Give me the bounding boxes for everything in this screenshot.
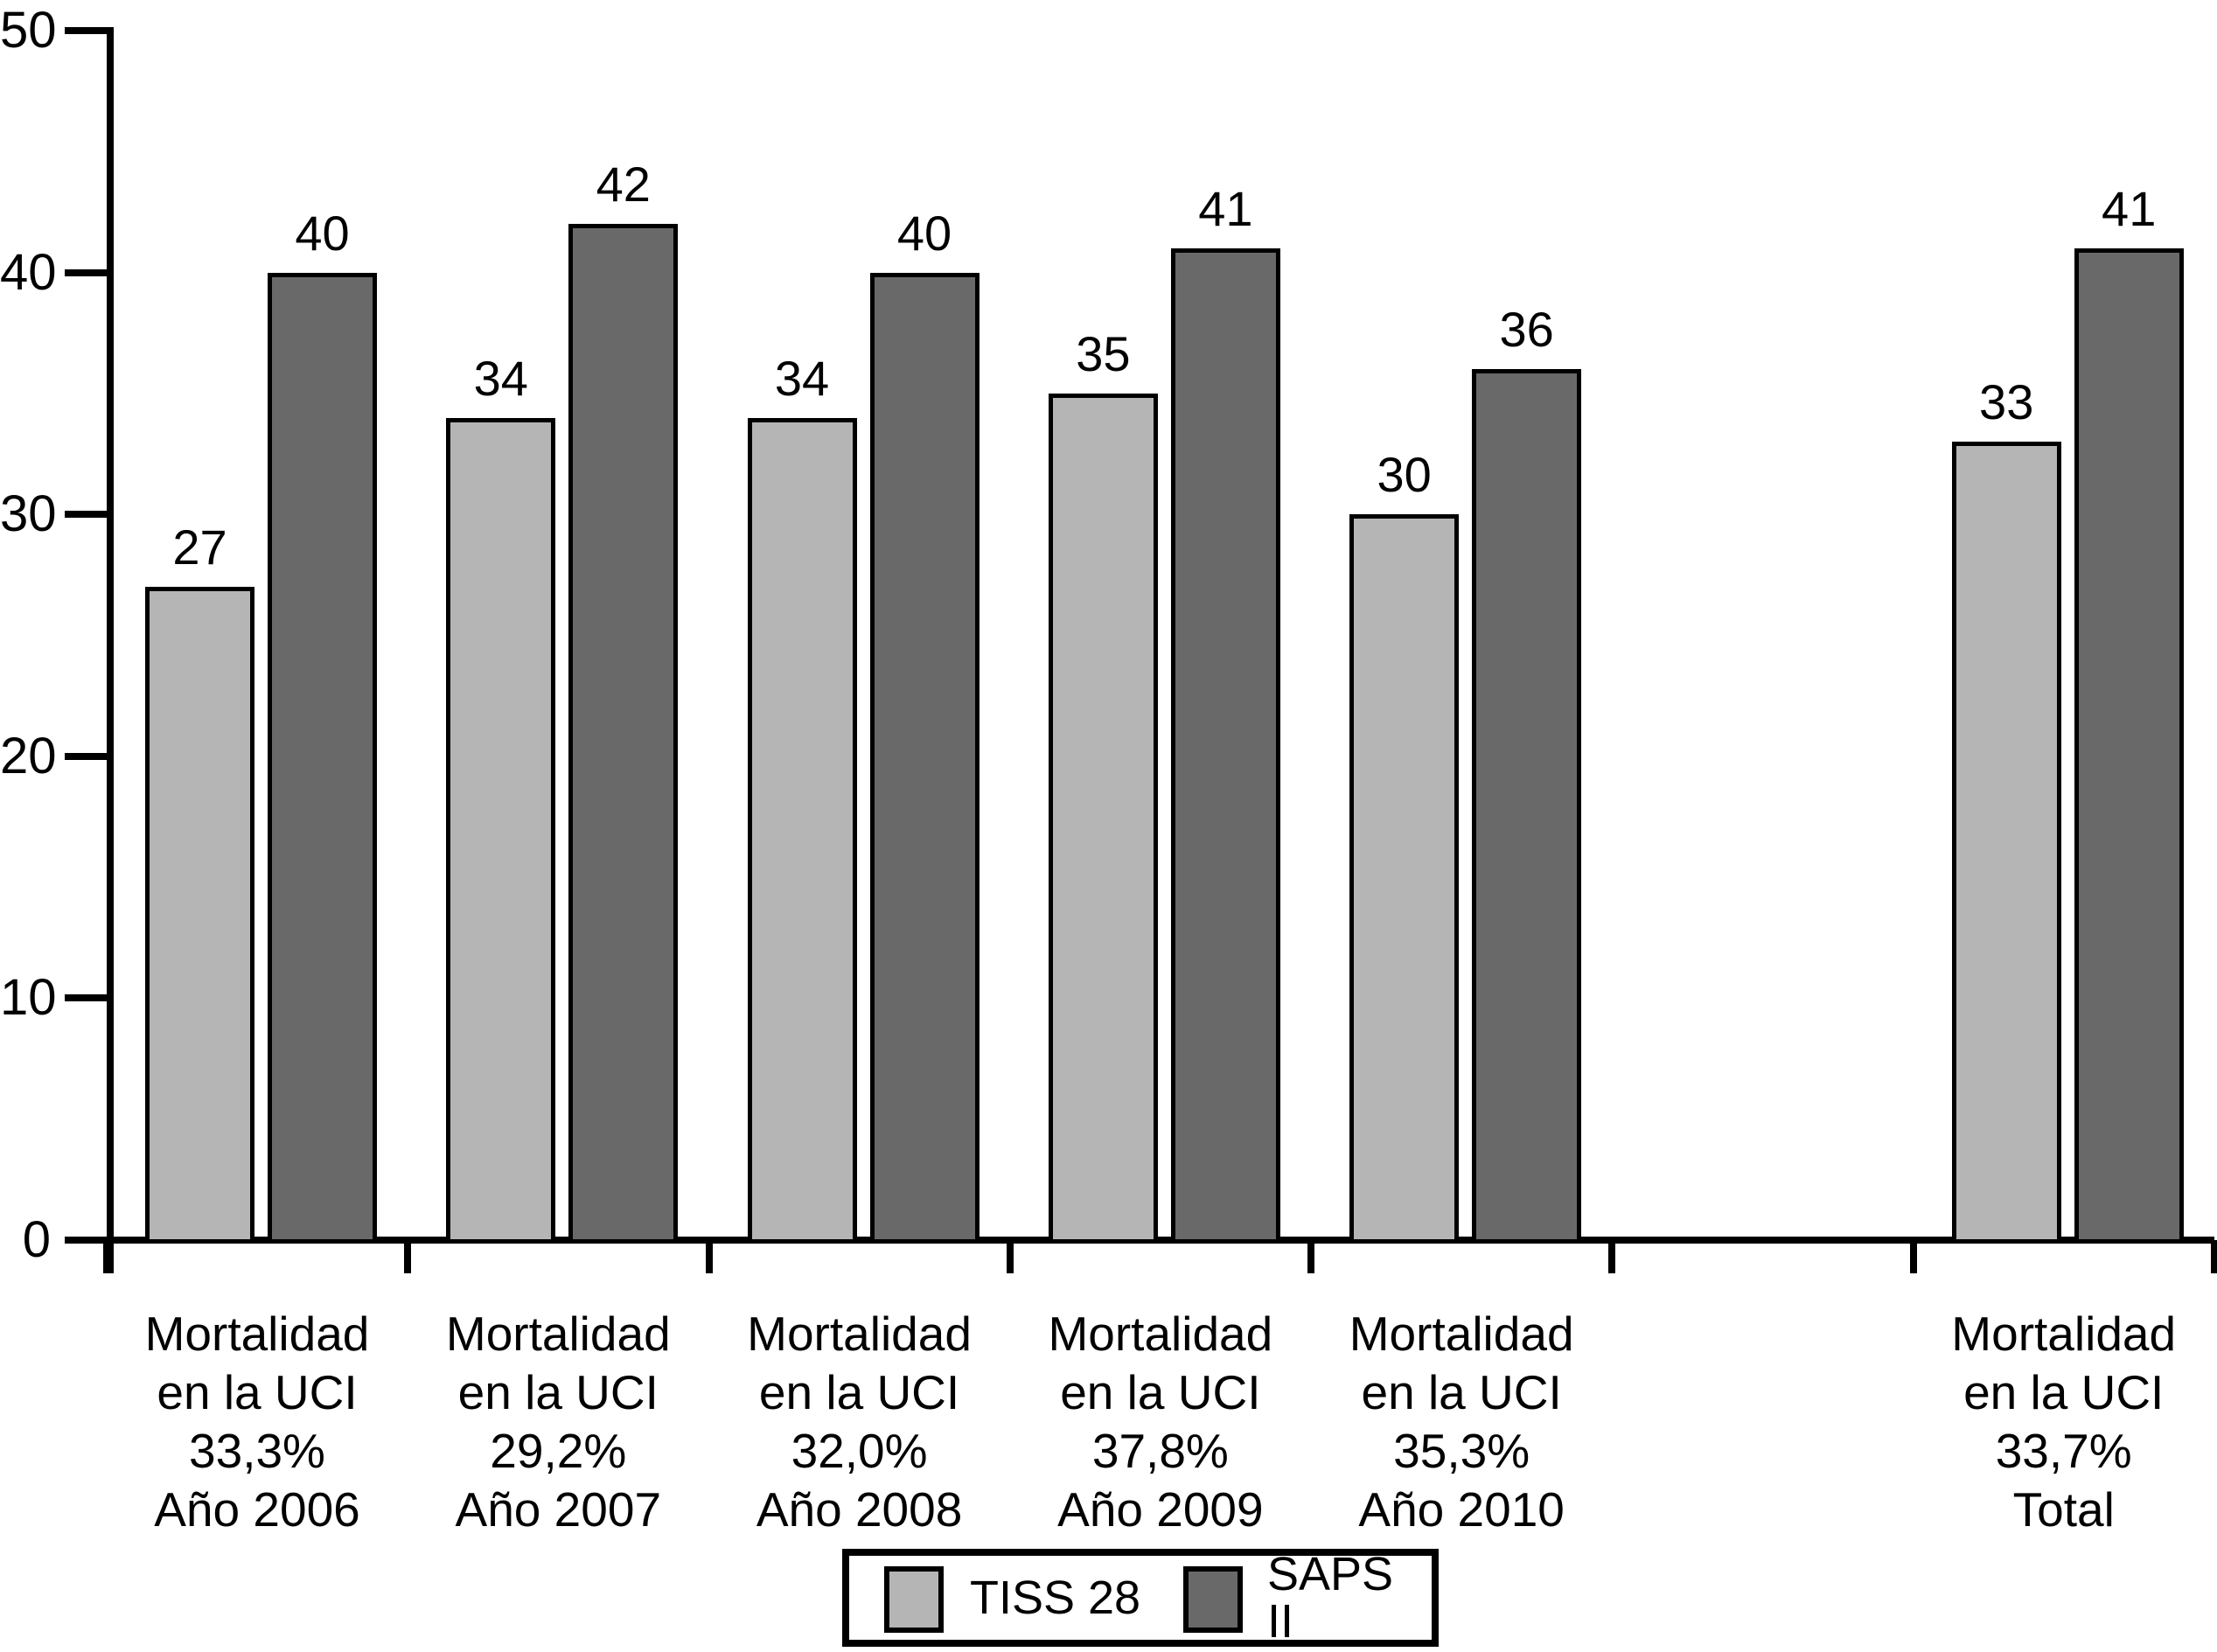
bar-value-label: 42	[596, 157, 651, 213]
x-axis-category-line: en la UCI	[758, 1365, 960, 1419]
bar-value-label: 40	[896, 205, 952, 261]
x-axis-category-line: Mortalidad	[1349, 1307, 1574, 1361]
bar-value-label: 27	[172, 519, 227, 575]
x-axis-category-line: Total	[2012, 1482, 2115, 1537]
y-axis-tick	[65, 27, 107, 34]
bar-value-label: 34	[774, 350, 830, 406]
x-axis-category-line: Mortalidad	[1048, 1307, 1273, 1361]
y-axis-tick	[65, 752, 107, 760]
x-axis-line	[107, 1237, 2214, 1244]
legend-swatch-tiss-28	[884, 1566, 944, 1633]
x-axis-category-line: 37,8%	[1091, 1424, 1229, 1478]
y-axis-tick	[65, 268, 107, 276]
y-axis-tick-label: 0	[22, 1211, 51, 1268]
bar-tiss-28	[1048, 393, 1158, 1244]
y-axis-tick	[65, 511, 107, 519]
x-axis-category-line: 35,3%	[1393, 1424, 1530, 1478]
x-axis-category-line: en la UCI	[1963, 1365, 2165, 1419]
bar-tiss-28	[747, 417, 857, 1244]
x-axis-category-line: 33,7%	[1995, 1424, 2132, 1478]
x-axis-tick	[1909, 1240, 1917, 1273]
x-axis-category-line: Año 2007	[455, 1482, 662, 1537]
x-axis-category-line: 32,0%	[791, 1424, 928, 1478]
x-axis-tick	[1608, 1240, 1616, 1273]
legend-label: SAPS II	[1267, 1548, 1394, 1648]
bar-tiss-28	[145, 587, 254, 1244]
x-axis-category-line: 29,2%	[490, 1424, 627, 1478]
x-axis-tick	[1307, 1240, 1315, 1273]
x-axis-tick	[103, 1240, 110, 1273]
x-axis-category-line: 33,3%	[189, 1424, 325, 1478]
x-axis-category-line: Mortalidad	[445, 1307, 671, 1361]
bar-value-label: 41	[2102, 180, 2157, 236]
bar-saps-ii	[869, 272, 980, 1244]
y-axis-tick-label: 10	[0, 969, 57, 1027]
x-axis-category-line: en la UCI	[1060, 1365, 1261, 1419]
bar-value-label: 35	[1076, 325, 1131, 381]
bar-value-label: 41	[1198, 180, 1253, 236]
x-axis-category-line: Año 2010	[1358, 1482, 1565, 1537]
legend-label: TISS 28	[970, 1572, 1141, 1624]
bar-value-label: 36	[1499, 302, 1554, 358]
x-axis-category-line: en la UCI	[1361, 1365, 1562, 1419]
x-axis-category-label: Mortalidad en la UCI 29,2% Año 2007	[408, 1305, 708, 1539]
x-axis-category-line: en la UCI	[457, 1365, 659, 1419]
legend-swatch-saps-ii	[1183, 1566, 1243, 1633]
legend: TISS 28 SAPS II	[842, 1549, 1439, 1647]
x-axis-tick	[705, 1240, 713, 1273]
x-axis-tick	[1006, 1240, 1014, 1273]
x-axis-category-line: Mortalidad	[1951, 1307, 2177, 1361]
x-axis-category-line: en la UCI	[157, 1365, 358, 1419]
y-axis-tick-label: 50	[0, 2, 57, 59]
bar-value-label: 30	[1377, 447, 1432, 503]
y-axis-tick-label: 40	[0, 243, 57, 301]
x-axis-category-label: Mortalidad en la UCI 37,8% Año 2009	[1010, 1305, 1311, 1539]
x-axis-tick	[2211, 1240, 2217, 1273]
bar-saps-ii	[1170, 247, 1280, 1244]
bar-tiss-28	[1349, 514, 1460, 1244]
x-axis-category-label: Mortalidad en la UCI 33,7% Total	[1914, 1305, 2214, 1539]
bar-saps-ii	[1472, 369, 1582, 1244]
x-axis-category-label: Mortalidad en la UCI 35,3% Año 2010	[1311, 1305, 1612, 1539]
bar-saps-ii	[568, 224, 679, 1244]
x-axis-category-line: Año 2009	[1057, 1482, 1264, 1537]
x-axis-category-line: Año 2008	[756, 1482, 963, 1537]
x-axis-category-line: Mortalidad	[144, 1307, 370, 1361]
bar-value-label: 33	[1979, 374, 2034, 430]
y-axis-tick-label: 20	[0, 727, 57, 784]
y-axis-tick-label: 30	[0, 485, 57, 543]
y-axis-line	[107, 27, 114, 1273]
bar-tiss-28	[446, 417, 556, 1244]
x-axis-tick	[404, 1240, 412, 1273]
x-axis-category-label: Mortalidad en la UCI 32,0% Año 2008	[709, 1305, 1010, 1539]
x-axis-category-line: Mortalidad	[747, 1307, 972, 1361]
bar-value-label: 34	[473, 350, 528, 406]
bar-saps-ii	[268, 272, 377, 1244]
bar-saps-ii	[2074, 247, 2184, 1244]
bar-tiss-28	[1951, 442, 2061, 1244]
y-axis-tick	[65, 994, 107, 1002]
x-axis-category-line: Año 2006	[154, 1482, 360, 1537]
bar-value-label: 40	[295, 205, 350, 261]
y-axis-tick	[65, 1237, 107, 1244]
x-axis-category-label: Mortalidad en la UCI 33,3% Año 2006	[107, 1305, 408, 1539]
